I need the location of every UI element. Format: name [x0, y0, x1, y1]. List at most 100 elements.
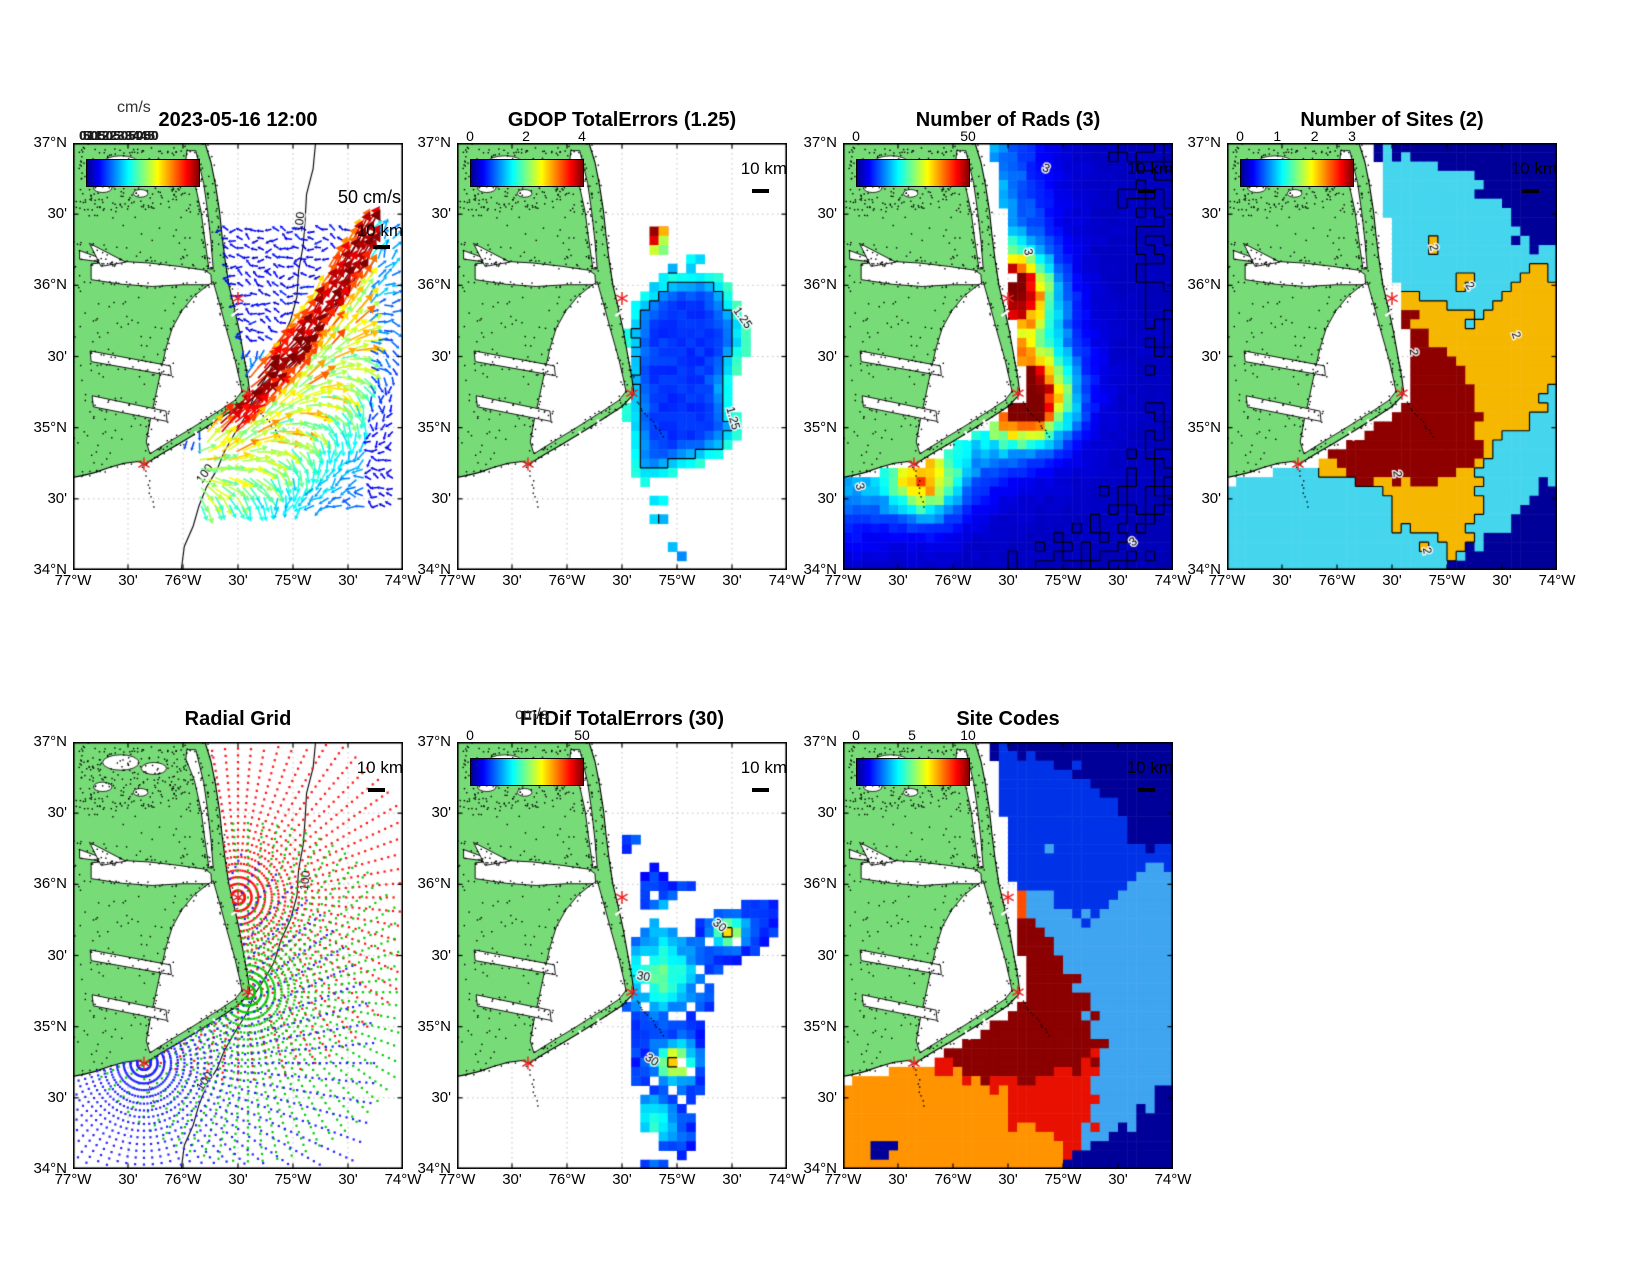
colorbar-ticks: 0 2 4: [466, 128, 586, 144]
x-tick-label: 75°W: [658, 572, 696, 589]
y-tick-label: 34°N: [803, 561, 837, 578]
x-tick-label: 77°W: [438, 1171, 476, 1188]
colorbar-ticks: 0 50: [852, 128, 976, 144]
y-tick-label: 34°N: [803, 1160, 837, 1177]
x-tick-label: 77°W: [438, 572, 476, 589]
colorbar-tick-label: 5: [908, 727, 916, 743]
map-scale-label: 10 km: [356, 221, 403, 240]
y-tick-label: 36°N: [1187, 276, 1221, 294]
colorbar-tick-label: 2: [1310, 128, 1319, 144]
y-tick-label: 30': [47, 347, 67, 365]
panel-gdop-totalerrors: GDOP TotalErrors (1.25) 0 2 4 10 km 77°W 30…: [417, 109, 805, 589]
panel-number-of-sites: Number of Sites (2) 0 1 2 3 10 km 77°W 30' 76…: [1187, 109, 1575, 589]
map-canvas-gdop: [457, 143, 787, 570]
x-tick-label: 74°W: [384, 572, 422, 589]
y-tick-label: 35°N: [417, 1017, 451, 1035]
y-tick-label: 35°N: [33, 1017, 67, 1035]
colorbar-tick-label: 0: [466, 128, 474, 144]
x-tick-label: 30': [502, 572, 522, 589]
y-tick-label: 35°N: [33, 418, 67, 436]
y-tick-label: 34°N: [1187, 561, 1221, 578]
colorbar: [86, 159, 200, 187]
y-tick-label: 30': [817, 205, 837, 223]
x-tick-label: 74°W: [768, 1171, 806, 1188]
x-tick-label: 74°W: [1154, 1171, 1192, 1188]
panel-title: FitDif TotalErrors (30): [519, 708, 725, 730]
colorbar: [856, 758, 970, 786]
y-tick-label: 36°N: [417, 875, 451, 893]
y-tick-label: 30': [1201, 205, 1221, 223]
y-tick-label: 30': [1201, 347, 1221, 365]
panel-fitdif-totalerrors: FitDif TotalErrors (30) cm/s 0 50 10 km 7…: [417, 706, 805, 1188]
map-scale-label: 10 km: [740, 758, 787, 777]
x-tick-label: 74°W: [768, 572, 806, 589]
colorbar: [856, 159, 970, 187]
map-scale-bar: [368, 788, 385, 792]
colorbar: [470, 159, 584, 187]
x-tick-label: 76°W: [548, 1171, 586, 1188]
x-tick-label: 30': [888, 1171, 908, 1188]
map-scale-bar: [1138, 189, 1155, 193]
y-tick-label: 37°N: [417, 134, 451, 151]
x-tick-label: 77°W: [1208, 572, 1246, 589]
y-tick-label: 35°N: [803, 418, 837, 436]
y-tick-label: 30': [817, 946, 837, 964]
map-canvas-num-rads: [843, 143, 1173, 570]
x-tick-label: 75°W: [1428, 572, 1466, 589]
colorbar-tick-label: 0: [1236, 128, 1244, 144]
map-scale-label: 10 km: [740, 159, 787, 178]
colorbar-tick-label: 2: [522, 128, 530, 144]
x-tick-label: 30': [338, 572, 358, 589]
y-tick-label: 30': [817, 347, 837, 365]
y-tick-label: 30': [47, 804, 67, 822]
y-tick-label: 30': [817, 1088, 837, 1106]
colorbar-tick-label: 3: [1348, 128, 1356, 144]
map-scale-label: 10 km: [1126, 159, 1173, 178]
colorbar-tick-label: 0: [466, 727, 474, 743]
y-tick-label: 37°N: [417, 733, 451, 750]
y-tick-label: 30': [817, 804, 837, 822]
colorbar-ticks: 0 50: [466, 727, 590, 743]
x-tick-label: 75°W: [658, 1171, 696, 1188]
colorbar-tick-label: 0: [852, 128, 860, 144]
x-tick-label: 30': [998, 572, 1018, 589]
colorbar: [470, 758, 584, 786]
x-tick-label: 30': [118, 572, 138, 589]
y-tick-label: 30': [431, 489, 451, 507]
map-canvas-fitdif: [457, 742, 787, 1169]
units-label: cm/s: [117, 99, 151, 116]
y-tick-label: 30': [47, 205, 67, 223]
y-tick-label: 36°N: [33, 875, 67, 893]
x-tick-label: 75°W: [274, 572, 312, 589]
map-scale-bar: [752, 788, 769, 792]
y-tick-label: 37°N: [33, 134, 67, 151]
x-tick-label: 76°W: [934, 1171, 972, 1188]
colorbar-tick-label: 50: [574, 727, 590, 743]
y-tick-label: 37°N: [803, 733, 837, 750]
y-tick-label: 37°N: [33, 733, 67, 750]
x-tick-label: 30': [1108, 572, 1128, 589]
x-tick-label: 30': [888, 572, 908, 589]
map-scale-label: 10 km: [1510, 159, 1557, 178]
y-tick-label: 37°N: [1187, 134, 1221, 151]
x-tick-label: 77°W: [54, 1171, 92, 1188]
x-tick-label: 75°W: [1044, 1171, 1082, 1188]
colorbar: [1240, 159, 1354, 187]
panel-number-of-rads: Number of Rads (3) 0 50 10 km 77°W 30' 76°W…: [803, 109, 1191, 589]
x-tick-label: 30': [612, 572, 632, 589]
y-tick-label: 30': [431, 1088, 451, 1106]
x-tick-label: 30': [1492, 572, 1512, 589]
y-tick-label: 34°N: [33, 561, 67, 578]
map-scale-bar: [1138, 788, 1155, 792]
x-tick-label: 30': [998, 1171, 1018, 1188]
map-canvas-radial-grid: [73, 742, 403, 1169]
y-tick-label: 34°N: [417, 561, 451, 578]
x-tick-label: 30': [228, 1171, 248, 1188]
y-tick-label: 36°N: [803, 875, 837, 893]
x-tick-label: 74°W: [1154, 572, 1192, 589]
x-tick-label: 30': [338, 1171, 358, 1188]
x-tick-label: 76°W: [1318, 572, 1356, 589]
y-tick-label: 30': [47, 489, 67, 507]
colorbar-ticks: 0 1 2 3: [1236, 128, 1356, 144]
x-tick-label: 76°W: [164, 1171, 202, 1188]
